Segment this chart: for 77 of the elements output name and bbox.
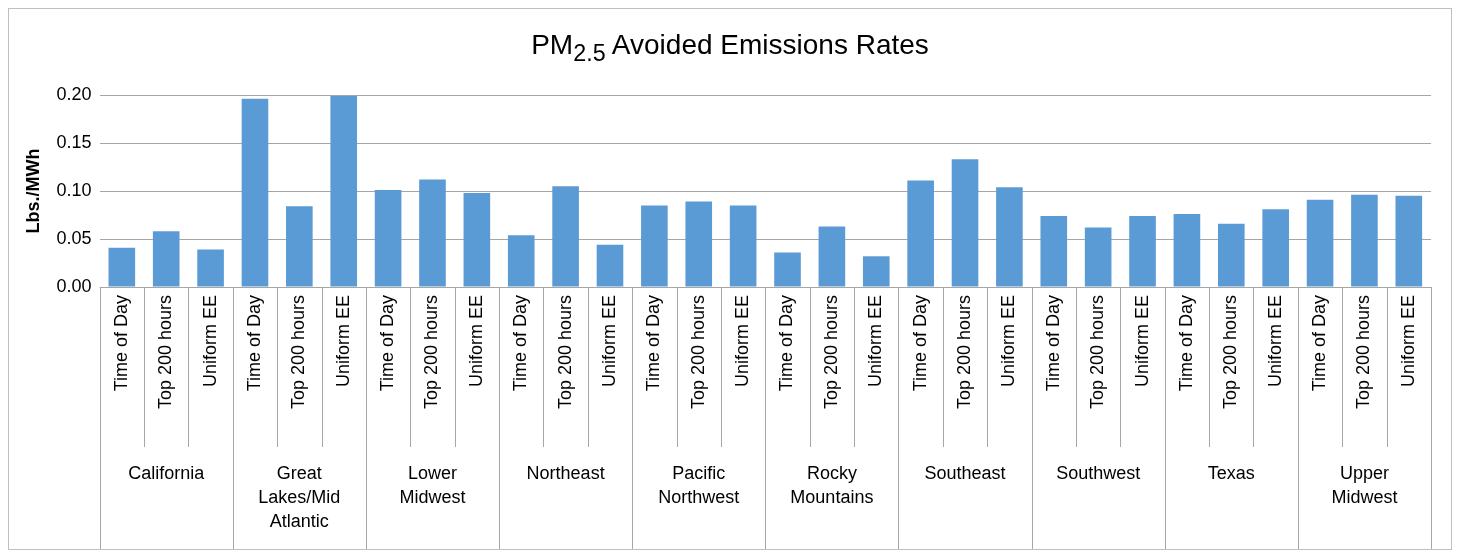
x-tick-label: Time of Day (377, 295, 398, 392)
bar (197, 249, 224, 287)
text: Texas (1207, 462, 1255, 483)
x-tick-label: Top 200 hours (288, 295, 309, 410)
x-tick-label: Top 200 hours (1087, 295, 1108, 410)
x-tick-label: Time of Day (776, 295, 797, 392)
bar (996, 187, 1023, 287)
bar (596, 244, 624, 287)
bar (152, 231, 180, 287)
bar (552, 186, 579, 287)
y-axis-title: Lbs./MWh (22, 148, 43, 234)
text: Great Lakes/Mid Atlantic (258, 462, 341, 531)
text: Northeast (526, 462, 605, 483)
x-tick-label: Top 200 hours (953, 295, 974, 410)
text: Upper Midwest (1331, 462, 1398, 507)
x-tick-label: Time of Day (110, 295, 131, 392)
bar (1395, 195, 1423, 287)
bar (507, 235, 535, 287)
x-tick-label: Top 200 hours (554, 295, 575, 410)
bar (1173, 214, 1201, 287)
bar (1306, 199, 1334, 287)
x-tick-label: Uniform EE (199, 295, 220, 388)
chart-title: PM$_{2.5}$ Avoided Emissions Rates (530, 29, 930, 67)
bar (419, 179, 446, 287)
y-tick-label: 0.15 (56, 131, 92, 152)
x-tick-label: Time of Day (1042, 295, 1063, 392)
y-tick-label: 0.20 (56, 83, 92, 104)
x-tick-label: Time of Day (243, 295, 264, 392)
x-tick-label: Top 200 hours (687, 295, 708, 410)
bar (1217, 223, 1245, 287)
bar (907, 180, 934, 287)
x-tick-label: Uniform EE (332, 295, 353, 388)
text: California (128, 462, 206, 483)
x-tick-label: Uniform EE (732, 295, 753, 388)
bar (1351, 194, 1378, 287)
bar (1129, 215, 1156, 287)
x-tick-label: Top 200 hours (155, 295, 176, 410)
bar (286, 206, 313, 287)
bar (1262, 209, 1289, 287)
text: Southwest (1056, 462, 1141, 483)
bar (862, 256, 890, 287)
bar (818, 226, 846, 287)
x-tick-label: Uniform EE (1131, 295, 1152, 388)
x-tick-label: Top 200 hours (421, 295, 442, 410)
x-tick-label: Uniform EE (865, 295, 886, 388)
bar (463, 192, 491, 287)
x-tick-label: Time of Day (643, 295, 664, 392)
bar (330, 95, 358, 287)
x-tick-label: Uniform EE (1397, 295, 1418, 388)
x-tick-label: Top 200 hours (820, 295, 841, 410)
x-tick-label: Top 200 hours (1353, 295, 1374, 410)
bar (108, 247, 136, 287)
y-tick-label: 0.10 (56, 179, 92, 200)
y-tick-label: 0.05 (56, 227, 92, 248)
bar (1040, 215, 1068, 287)
text: Lower Midwest (399, 462, 466, 507)
x-tick-label: Time of Day (1309, 295, 1330, 392)
x-tick-label: Uniform EE (465, 295, 486, 388)
text: Rocky Mountains (790, 462, 874, 507)
bar (1084, 227, 1112, 287)
text: Pacific Northwest (658, 462, 740, 507)
x-tick-label: Uniform EE (998, 295, 1019, 388)
bar (374, 190, 402, 287)
bar (774, 252, 801, 287)
x-tick-label: Time of Day (1175, 295, 1196, 392)
y-tick-label: 0.00 (56, 275, 92, 296)
x-tick-label: Time of Day (510, 295, 531, 392)
bar (951, 159, 979, 287)
x-tick-label: Time of Day (909, 295, 930, 392)
bar (241, 98, 269, 287)
bar (729, 205, 757, 287)
text: Southeast (924, 462, 1006, 483)
bar (685, 201, 713, 287)
x-tick-label: Uniform EE (598, 295, 619, 388)
bar (641, 205, 668, 287)
x-tick-label: Top 200 hours (1220, 295, 1241, 410)
x-tick-label: Uniform EE (1264, 295, 1285, 388)
